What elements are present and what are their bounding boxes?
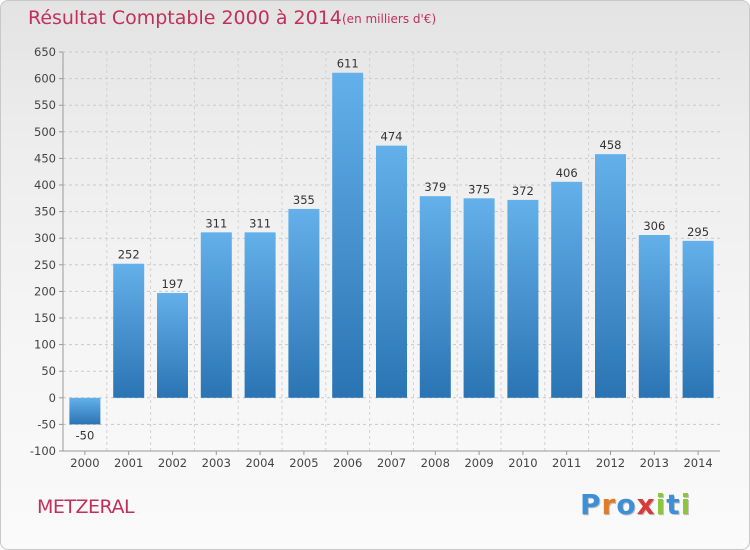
chart-subtitle: (en milliers d'€): [342, 12, 437, 26]
axis-layer: -100 -50 0 50 100 150 200 250 300 350 400 450 500 550…: [30, 45, 720, 470]
data-label-2006: 611: [337, 57, 359, 71]
logo-letter: x: [636, 488, 656, 521]
bar-2010: [507, 199, 539, 398]
label-layer: -50 252 197 311 311 355 611 474 379 375 372 406 458 3…: [76, 57, 710, 443]
data-label-2013: 306: [643, 219, 665, 233]
logo-letter: P: [580, 488, 602, 521]
x-tick-label: 2004: [245, 456, 274, 470]
bar-2003: [200, 232, 232, 398]
x-tick-label: 2007: [377, 456, 406, 470]
x-tick-label: 2011: [552, 456, 581, 470]
bar-2009: [463, 198, 495, 398]
y-tick-label: 150: [34, 311, 56, 325]
y-tick-label: 500: [34, 125, 56, 139]
bar-2004: [244, 232, 276, 398]
bar-2005: [288, 208, 320, 398]
y-tick-label: 50: [41, 364, 56, 378]
data-label-2004: 311: [249, 216, 271, 230]
x-tick-label: 2014: [683, 456, 712, 470]
logo-letter: r: [601, 488, 617, 521]
x-tick-label: 2010: [508, 456, 537, 470]
y-tick-label: 450: [34, 151, 56, 165]
town-name: METZERAL: [37, 496, 135, 518]
logo-letter: t: [666, 488, 681, 521]
y-tick-label: 650: [34, 45, 56, 59]
x-tick-label: 2000: [70, 456, 99, 470]
data-label-2010: 372: [512, 184, 534, 198]
bar-2007: [376, 145, 407, 398]
chart-title: Résultat Comptable 2000 à 2014: [28, 7, 342, 29]
data-label-2012: 458: [600, 138, 622, 152]
data-label-2011: 406: [556, 166, 578, 180]
x-tick-label: 2006: [333, 456, 362, 470]
x-tick-label: 2005: [289, 456, 318, 470]
y-tick-label: 600: [34, 72, 56, 86]
proxiti-logo: Proxiti: [580, 488, 691, 521]
bar-2013: [638, 235, 670, 398]
data-label-2014: 295: [687, 225, 709, 239]
data-label-2002: 197: [162, 277, 184, 291]
x-tick-label: 2009: [464, 456, 493, 470]
y-tick-label: 550: [34, 98, 56, 112]
data-label-2005: 355: [293, 193, 315, 207]
x-tick-label: 2012: [596, 456, 625, 470]
y-tick-label: -50: [37, 417, 56, 431]
x-tick-label: 2001: [114, 456, 143, 470]
bar-2000: [69, 397, 101, 425]
y-tick-label: 200: [34, 284, 56, 298]
x-tick-label: 2002: [158, 456, 187, 470]
logo-letter: i: [655, 488, 667, 521]
x-tick-label: 2013: [640, 456, 669, 470]
bar-2008: [419, 196, 451, 398]
bar-layer: [69, 72, 714, 425]
bar-2006: [332, 72, 364, 398]
logo-letter: i: [680, 488, 692, 521]
data-label-2009: 375: [468, 182, 490, 196]
data-label-2003: 311: [205, 216, 227, 230]
data-label-2000: -50: [76, 428, 95, 442]
y-tick-label: 250: [34, 258, 56, 272]
y-tick-label: 400: [34, 178, 56, 192]
logo-letter: o: [616, 488, 637, 521]
bar-2011: [551, 181, 583, 398]
bar-2002: [157, 292, 188, 398]
data-label-2001: 252: [118, 248, 140, 262]
y-tick-label: 350: [34, 205, 56, 219]
x-tick-label: 2008: [421, 456, 450, 470]
y-tick-label: 100: [34, 338, 56, 352]
bar-2001: [113, 263, 145, 398]
bar-2012: [595, 154, 626, 398]
y-tick-label: 0: [49, 391, 56, 405]
y-tick-label: -100: [30, 444, 56, 458]
data-label-2008: 379: [424, 180, 446, 194]
data-label-2007: 474: [381, 130, 403, 144]
x-tick-label: 2003: [202, 456, 231, 470]
bar-2014: [682, 240, 714, 398]
y-tick-label: 300: [34, 231, 56, 245]
